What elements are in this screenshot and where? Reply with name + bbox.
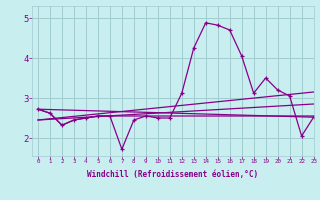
X-axis label: Windchill (Refroidissement éolien,°C): Windchill (Refroidissement éolien,°C) — [87, 170, 258, 179]
